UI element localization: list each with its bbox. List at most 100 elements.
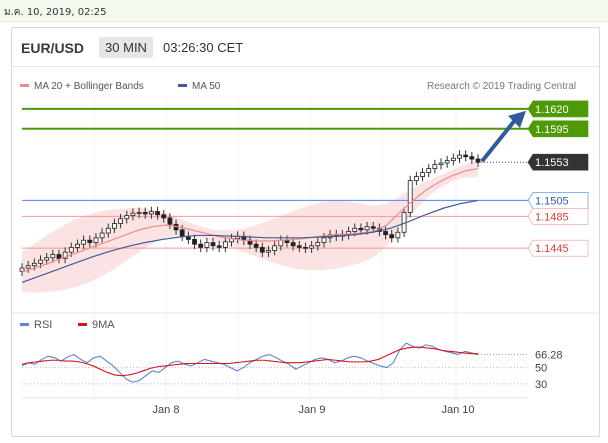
price-tag-box	[527, 100, 589, 118]
candle-body	[105, 227, 111, 234]
candle-body	[62, 251, 68, 259]
candle-body	[475, 158, 481, 163]
candle-body	[56, 254, 62, 259]
candle-body	[315, 242, 321, 247]
candle-body	[112, 223, 117, 229]
price-tag-3: 1.1505	[527, 192, 589, 209]
rsi-tick-label: 30	[535, 379, 547, 391]
candle-body	[216, 245, 222, 248]
candle-body	[192, 239, 197, 245]
candle-body	[124, 215, 130, 220]
candle-body	[370, 226, 376, 229]
candle-body	[93, 237, 99, 243]
rsi-legend-swatch	[20, 323, 29, 326]
research-credit: Research © 2019 Trading Central	[427, 81, 577, 92]
legend-label-ma50: MA 50	[192, 81, 221, 92]
price-tag-0: 1.1620	[527, 100, 589, 118]
candle-body	[395, 231, 401, 239]
candle-body	[352, 227, 358, 232]
projection-arrow-head	[508, 110, 526, 128]
candle-body	[75, 243, 80, 248]
rsi-legend-label: RSI	[34, 319, 52, 331]
candle-body	[167, 217, 173, 225]
candle-body	[420, 172, 425, 177]
candle-body	[290, 242, 296, 247]
timestamp: ม.ค. 10, 2019, 02:25	[4, 7, 107, 18]
candle-body	[309, 245, 315, 249]
price-tag-1: 1.1595	[527, 120, 589, 138]
rsi-tick-label: 66.28	[535, 349, 563, 361]
candle-body	[25, 265, 31, 269]
price-tag-box	[527, 153, 589, 171]
rsi-legend-label: 9MA	[92, 319, 115, 331]
candle-body	[358, 227, 364, 231]
candle-body	[321, 237, 327, 243]
chart-time: 03:26:30 CET	[163, 40, 244, 55]
price-tag-label: 1.1445	[535, 243, 569, 255]
candle-body	[38, 259, 43, 264]
candle-body	[118, 218, 123, 224]
candle-body	[161, 214, 167, 219]
candle-body	[278, 239, 284, 247]
price-tag-box	[527, 192, 589, 209]
rsi-legend-swatch	[78, 323, 87, 326]
candle-body	[389, 234, 395, 239]
candle-body	[438, 162, 444, 166]
candle-body	[99, 232, 105, 239]
candle-body	[198, 243, 204, 248]
candle-body	[19, 267, 25, 272]
candle-body	[450, 157, 456, 162]
ma20-line	[21, 168, 479, 273]
candle-body	[31, 262, 37, 267]
candle-body	[266, 250, 271, 253]
rsi-line	[21, 342, 479, 383]
candle-body	[130, 212, 136, 216]
price-tag-label: 1.1553	[535, 157, 569, 169]
candle-body	[303, 246, 308, 249]
candle-body	[457, 154, 462, 159]
candle-body	[364, 226, 370, 231]
price-tag-4: 1.1485	[527, 208, 589, 225]
candle-body	[44, 257, 50, 261]
candle-body	[253, 243, 259, 248]
legend-swatch-ma20	[20, 83, 29, 87]
legend-item-ma20: MA 20 + Bollinger Bands	[20, 81, 144, 92]
candle-body	[50, 254, 56, 259]
legend-swatch-ma50	[178, 83, 187, 87]
top-bar: ม.ค. 10, 2019, 02:25	[0, 0, 608, 22]
candle-body	[444, 160, 450, 164]
candle-body	[407, 180, 413, 213]
candle-body	[469, 156, 475, 160]
rsi-ma-line	[21, 346, 478, 377]
legend-item-ma50: MA 50	[178, 81, 220, 92]
candle-body	[413, 176, 419, 181]
timeframe-badge[interactable]: 30 MIN	[99, 37, 153, 58]
price-tag-2: 1.1553	[527, 153, 589, 171]
projection-arrow-shaft	[480, 117, 518, 163]
candle-body	[222, 241, 228, 248]
x-tick-label: Jan 10	[441, 404, 474, 416]
price-tag-label: 1.1620	[535, 104, 569, 116]
candle-body	[463, 154, 469, 158]
candle-body	[210, 242, 216, 247]
candle-body	[259, 246, 265, 253]
candle-body	[179, 229, 185, 237]
candle-body	[432, 164, 438, 169]
candle-body	[426, 168, 432, 173]
candle-body	[142, 211, 148, 215]
x-tick-label: Jan 8	[153, 404, 180, 416]
candle-body	[68, 246, 74, 253]
price-tag-box	[527, 208, 589, 225]
candle-body	[87, 239, 93, 244]
x-tick-label: Jan 9	[299, 404, 326, 416]
price-tag-label: 1.1485	[535, 211, 569, 223]
price-tag-box	[527, 120, 589, 138]
bollinger-band	[22, 159, 478, 293]
price-tag-label: 1.1595	[535, 124, 569, 136]
candle-body	[296, 245, 302, 248]
price-tag-label: 1.1505	[535, 195, 569, 207]
rsi-tick-label: 50	[535, 363, 547, 375]
rsi-legend-rsi: RSI	[20, 319, 52, 331]
candle-body	[81, 239, 87, 245]
